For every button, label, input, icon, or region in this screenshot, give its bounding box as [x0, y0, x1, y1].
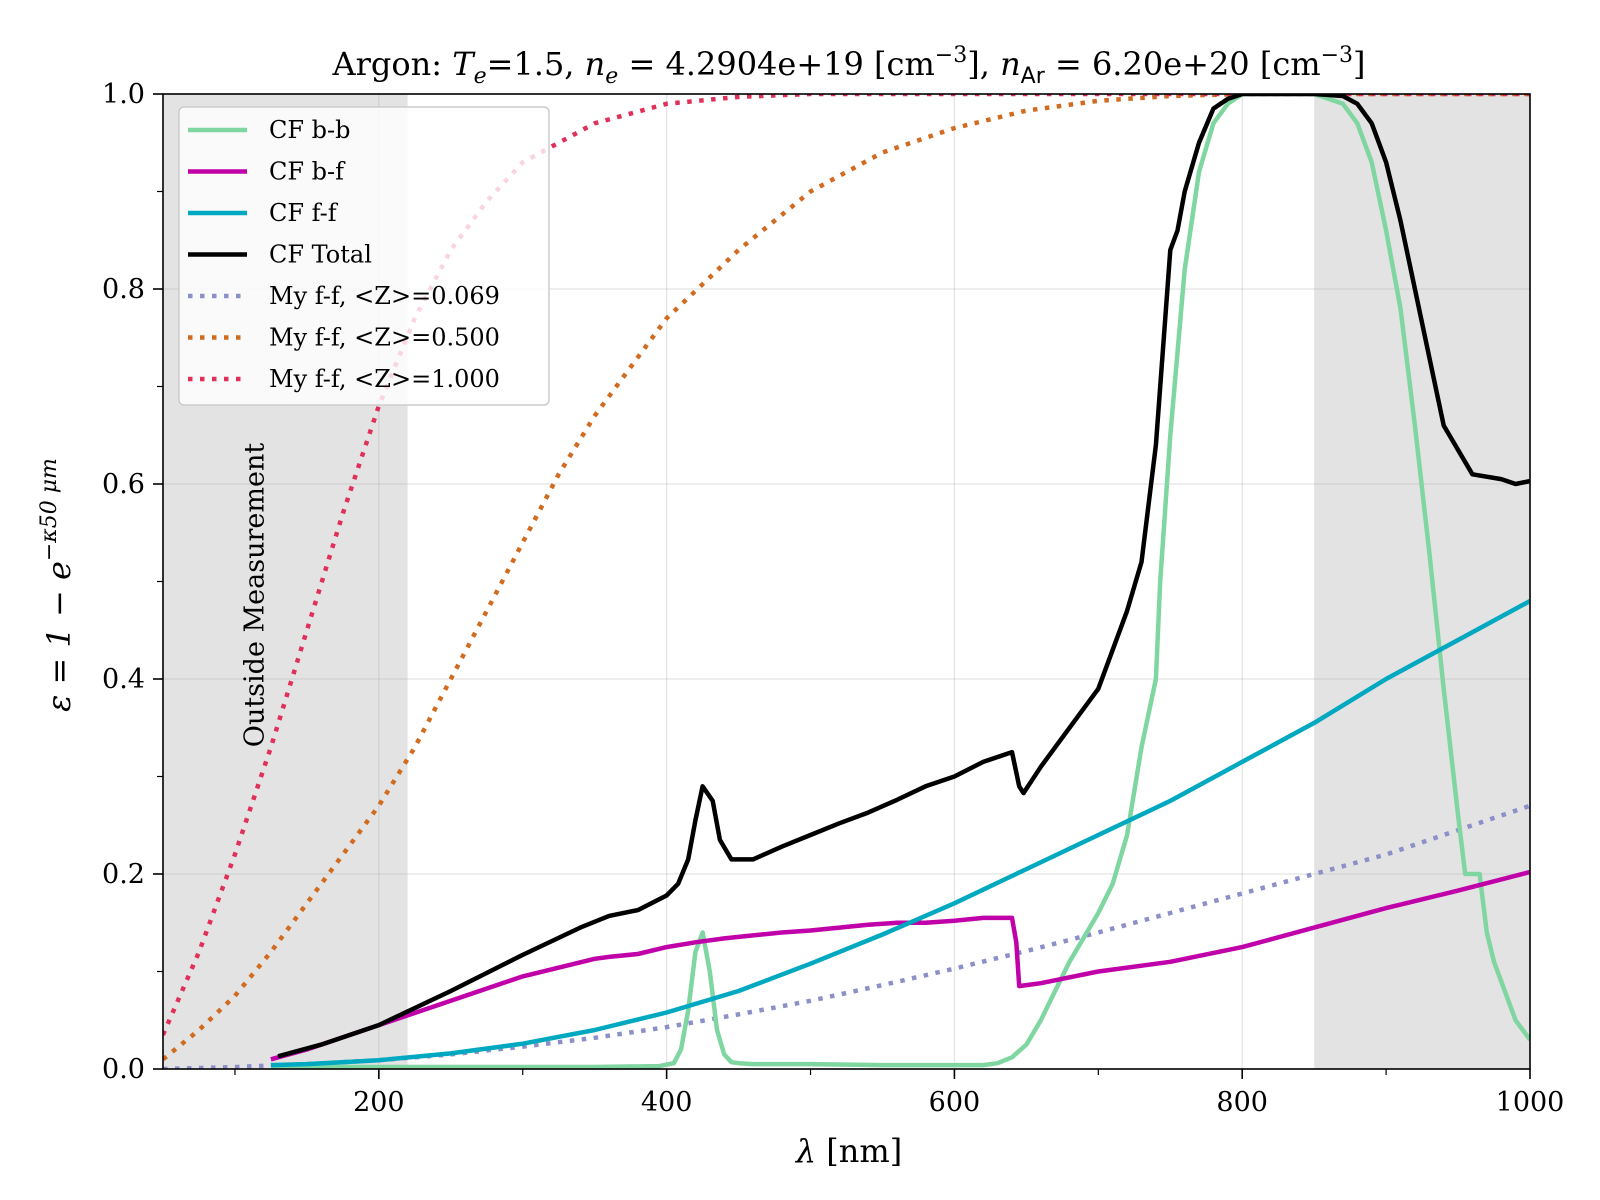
series-line-cf-total	[277, 94, 1530, 1059]
legend-label-4: My f-f, <Z>=0.069	[269, 282, 500, 310]
y-tick-label-0: 0.0	[102, 1054, 145, 1085]
x-axis-label: λ [nm]	[794, 1132, 902, 1170]
legend-label-1: CF b-f	[269, 158, 346, 186]
x-tick-label-0: 200	[353, 1087, 405, 1118]
series-line-my-f-f-z-0-500	[163, 94, 1530, 1062]
series-line-cf-b-b	[270, 94, 1530, 1069]
series-line-cf-f-f	[270, 599, 1530, 1068]
legend-label-0: CF b-b	[269, 116, 350, 144]
shaded-region-1	[1314, 94, 1530, 1069]
outside-measurement-label: Outside Measurement	[240, 443, 271, 748]
y-axis-label: ε = 1 − e−κ50 μm	[37, 458, 78, 712]
x-tick-label-1: 400	[641, 1087, 693, 1118]
y-tick-label-1: 0.2	[102, 859, 145, 890]
legend-label-2: CF f-f	[269, 199, 339, 227]
legend-label-5: My f-f, <Z>=0.500	[269, 324, 500, 352]
legend-box	[178, 106, 550, 406]
x-tick-label-2: 600	[929, 1087, 981, 1118]
y-tick-label-2: 0.4	[102, 664, 145, 695]
plot-area: Outside Measurement 200 400 600 800 1000 0.0 0.…	[102, 79, 1564, 1118]
x-tick-label-4: 1000	[1496, 1087, 1565, 1118]
y-tick-label-5: 1.0	[102, 79, 145, 110]
legend-label-6: My f-f, <Z>=1.000	[269, 365, 500, 393]
y-tick-label-3: 0.6	[102, 469, 145, 500]
series-line-cf-b-f	[270, 869, 1530, 1062]
legend-label-3: CF Total	[269, 241, 372, 269]
chart-title: Argon: Te=1.5, ne = 4.2904e+19 [cm−3], n…	[332, 43, 1366, 89]
x-tick-label-3: 800	[1216, 1087, 1268, 1118]
y-tick-label-4: 0.8	[102, 274, 145, 305]
